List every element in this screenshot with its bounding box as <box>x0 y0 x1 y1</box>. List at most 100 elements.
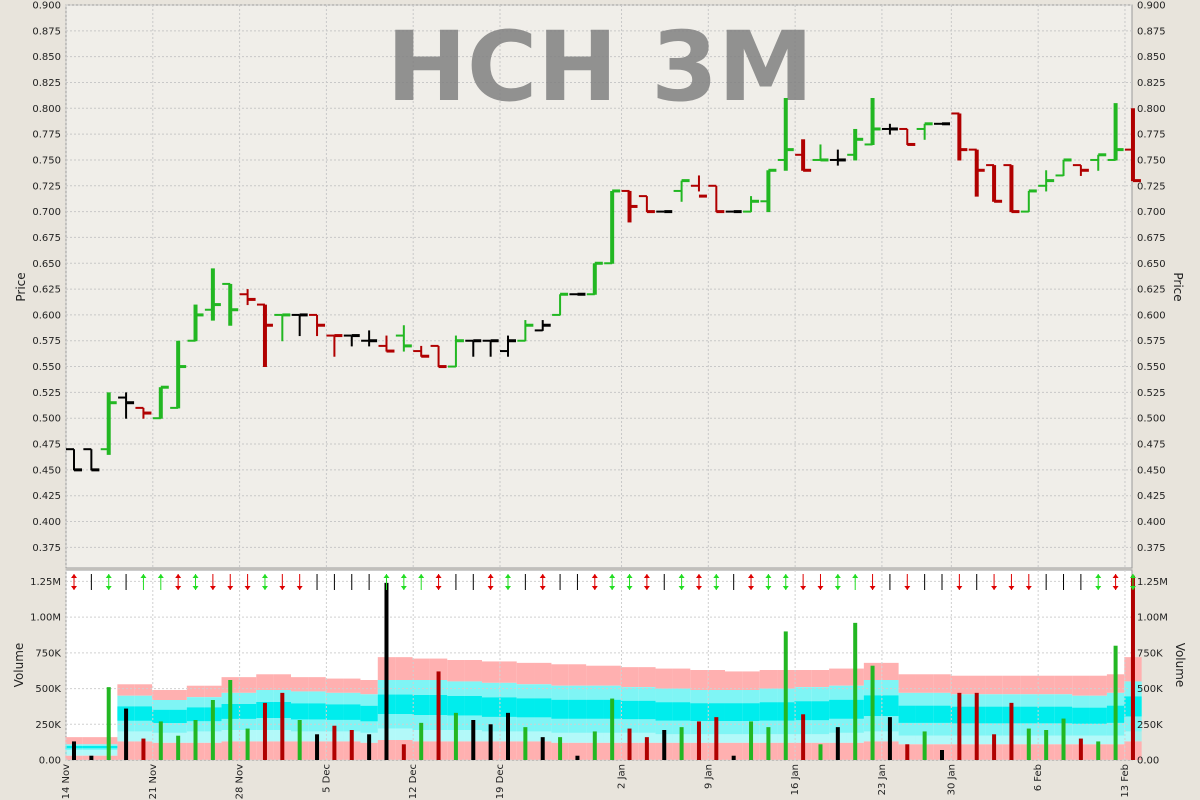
marker-up-arrow <box>782 574 789 578</box>
volume-band-upper <box>829 668 847 686</box>
ohlc-bar <box>1090 153 1107 171</box>
volume-band-core <box>325 704 344 720</box>
ohlc-bar <box>864 97 881 146</box>
marker-down-arrow <box>1025 586 1032 590</box>
marker-up-arrow <box>539 574 546 578</box>
volume-bar <box>280 692 285 760</box>
volume-yaxis-right: 0.00 250K 500K 750K 1.00M 1.25M <box>1137 577 1168 767</box>
price-ytick-label: 0.700 <box>32 207 61 218</box>
volume-marker <box>695 574 702 590</box>
volume-ytick-label: 1.25M <box>1137 577 1168 588</box>
volume-band-upper <box>603 665 621 686</box>
volume-band-core <box>655 702 673 721</box>
volume-bands <box>65 657 1142 760</box>
volume-marker <box>1025 574 1032 590</box>
volume-band-upper <box>204 685 222 698</box>
ohlc-bar <box>500 335 516 357</box>
x-tick-label: 21 Nov <box>148 764 159 800</box>
ohlc-bar <box>1055 158 1072 177</box>
marker-up-arrow <box>105 574 112 578</box>
price-ytick-label: 0.825 <box>32 78 61 89</box>
volume-band-upper <box>898 674 916 693</box>
volume-band-upper <box>950 675 969 695</box>
price-yaxis-right: 0.375 0.400 0.425 0.450 0.475 0.500 0.525 0.550… <box>1137 1 1166 554</box>
volume-bar <box>644 737 649 760</box>
volume-band-core <box>464 696 482 716</box>
volume-markers <box>71 574 1136 590</box>
volume-marker <box>834 574 841 590</box>
volume-bar <box>419 722 424 760</box>
ohlc-bar <box>621 189 638 223</box>
volume-band-upper <box>811 670 830 688</box>
volume-bar <box>835 727 840 760</box>
volume-band-core <box>829 699 847 719</box>
marker-down-arrow <box>400 586 407 590</box>
marker-down-arrow <box>626 586 633 590</box>
volume-bar <box>245 728 250 760</box>
marker-up-arrow <box>192 574 199 578</box>
volume-marker <box>956 574 963 590</box>
price-ytick-label: 0.850 <box>1137 52 1166 63</box>
ohlc-bar <box>222 282 239 326</box>
volume-band-core <box>794 701 812 721</box>
price-ytick-label: 0.900 <box>1137 1 1166 12</box>
volume-band-core <box>551 699 569 719</box>
marker-down-arrow <box>296 586 303 590</box>
volume-band-core <box>1054 706 1073 724</box>
marker-up-arrow <box>175 574 182 578</box>
marker-down-arrow <box>991 586 998 590</box>
marker-up-arrow <box>71 574 77 578</box>
ohlc-bar <box>656 210 673 214</box>
volume-ytick-label: 1.00M <box>1137 613 1168 624</box>
volume-bar <box>905 744 910 760</box>
volume-bar <box>1078 738 1083 760</box>
volume-band-upper <box>620 667 639 688</box>
volume-bar <box>523 727 528 760</box>
volume-bar <box>714 717 719 760</box>
volume-band-core <box>759 702 778 721</box>
volume-bar <box>627 728 632 760</box>
volume-bar <box>436 671 441 760</box>
ohlc-bar <box>517 320 534 342</box>
volume-bar <box>957 692 962 760</box>
volume-marker <box>435 574 442 590</box>
volume-band-upper <box>273 674 292 690</box>
volume-marker <box>852 574 859 590</box>
volume-band-core <box>238 704 257 719</box>
marker-down-arrow <box>227 586 234 590</box>
volume-band-base <box>724 742 743 760</box>
volume-bar <box>766 727 771 760</box>
x-tick-label: 16 Jan <box>790 764 801 795</box>
marker-down-arrow <box>1095 586 1102 590</box>
marker-down-arrow <box>643 586 650 590</box>
price-ytick-label: 0.750 <box>1137 155 1166 166</box>
volume-bar <box>176 735 181 760</box>
volume-bar <box>818 744 823 760</box>
price-ytick-label: 0.775 <box>32 130 61 141</box>
x-tick-label: 13 Feb <box>1120 764 1131 798</box>
volume-band-upper <box>985 675 1003 695</box>
ohlc-bar <box>777 97 794 171</box>
ohlc-bar <box>916 122 933 140</box>
volume-bar <box>731 755 736 760</box>
ohlc-bar <box>447 335 464 368</box>
volume-band-core <box>481 697 500 717</box>
volume-band-core <box>985 706 1003 724</box>
volume-band-upper <box>152 690 170 700</box>
volume-band-core <box>1089 707 1107 724</box>
volume-band-upper <box>1037 675 1055 695</box>
volume-ytick-label: 500K <box>1137 684 1163 695</box>
volume-bar <box>228 680 233 760</box>
volume-bar <box>1096 741 1101 760</box>
marker-down-arrow <box>279 586 286 590</box>
volume-bar <box>315 734 320 760</box>
volume-marker <box>1112 574 1119 590</box>
volume-band-lower <box>898 735 916 745</box>
volume-bar <box>887 717 892 760</box>
volume-band-upper <box>1020 675 1038 695</box>
ohlc-bar <box>934 122 950 126</box>
volume-band-upper <box>325 678 344 693</box>
volume-marker <box>1129 574 1136 590</box>
volume-marker <box>261 574 268 590</box>
